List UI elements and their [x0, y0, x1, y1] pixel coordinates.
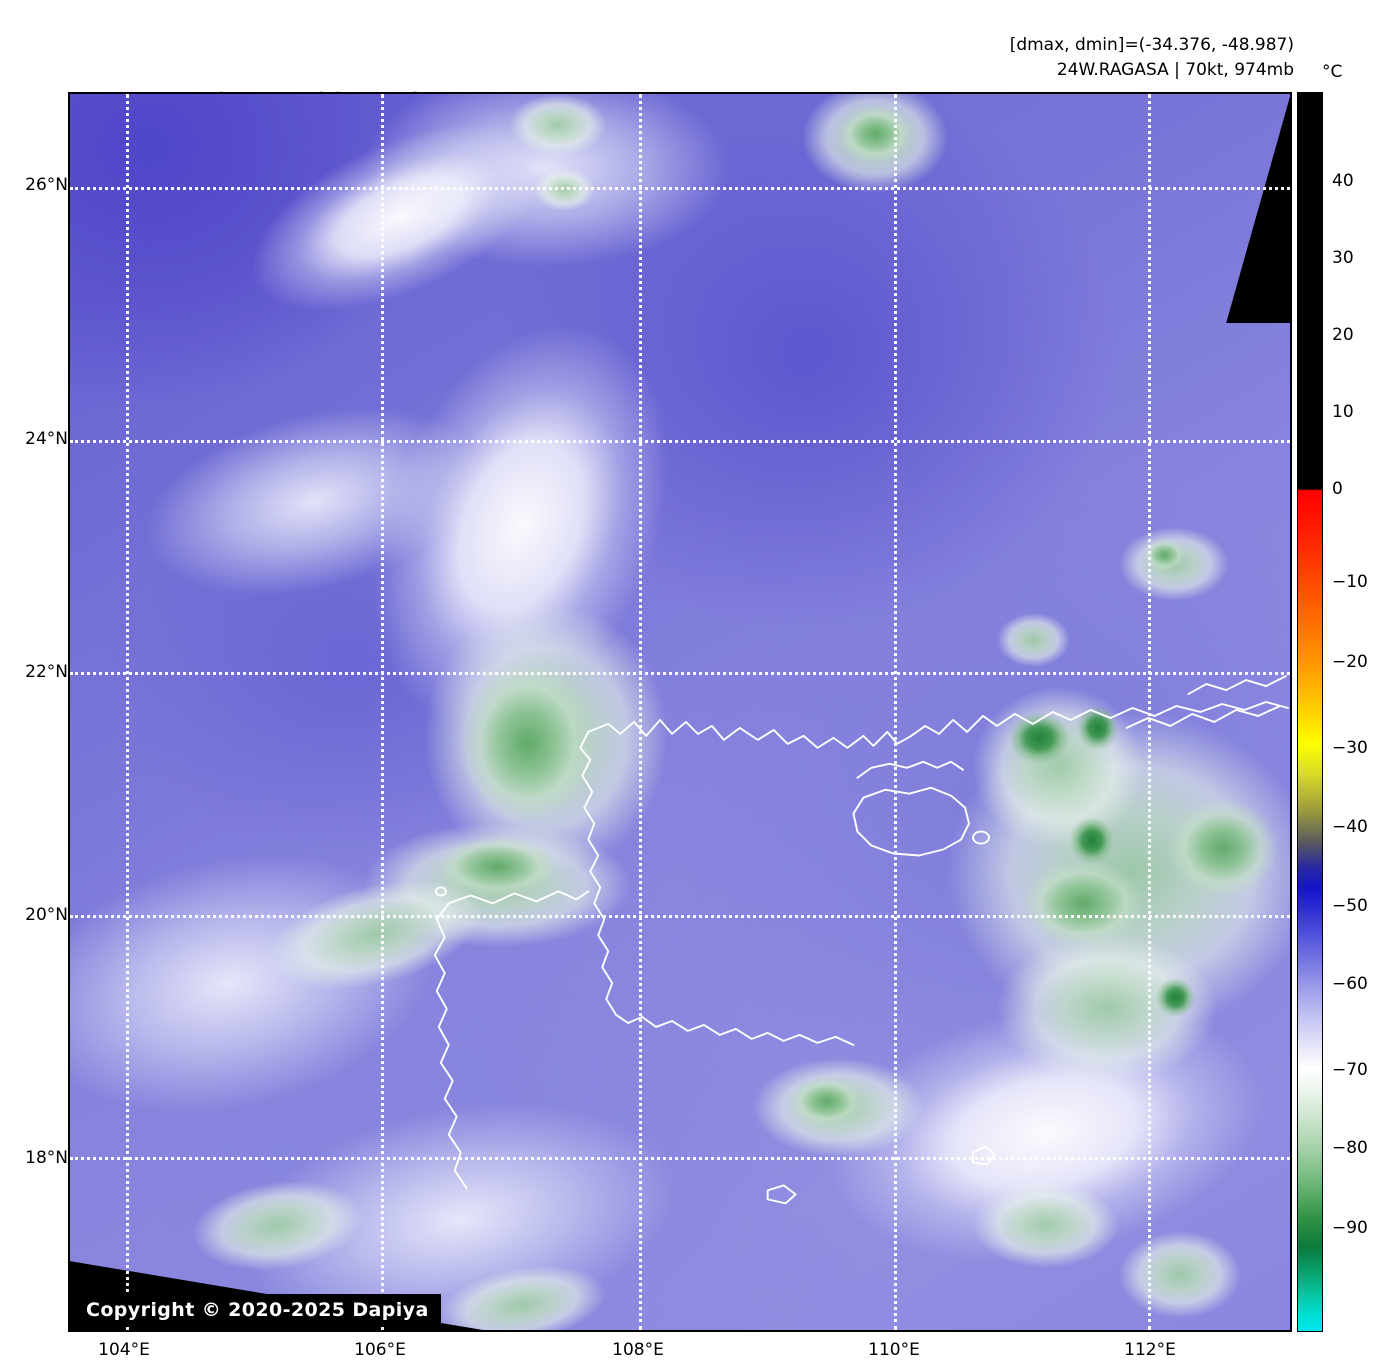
- data-range-text: [dmax, dmin]=(-34.376, -48.987): [1009, 35, 1294, 55]
- colorbar-tick-m40: −40: [1332, 817, 1368, 837]
- convection-north-small: [509, 94, 607, 156]
- coastline-guangdong-far: [1125, 705, 1281, 729]
- colorbar-tick-m30: −30: [1332, 738, 1368, 758]
- island-south-1: [972, 1145, 996, 1166]
- colorbar-tick-m90: −90: [1332, 1218, 1368, 1238]
- coastline-vietnam-south: [615, 1014, 855, 1046]
- colorbar-tick-m70: −70: [1332, 1060, 1368, 1080]
- gridline-lon-104: [126, 94, 130, 1330]
- copyright-banner: Copyright © 2020-2025 Dapiya: [74, 1294, 441, 1327]
- convection-east-small: [997, 613, 1071, 668]
- lon-tick-110: 110°E: [868, 1340, 920, 1360]
- colorbar-tick-m10: −10: [1332, 572, 1368, 592]
- lat-tick-24: 24°N: [25, 429, 68, 449]
- header-metadata: [dmax, dmin]=(-34.376, -48.987) 24W.RAGA…: [1010, 33, 1294, 82]
- gridline-lat-22: [70, 672, 1290, 676]
- convection-hainan-south-core: [1155, 977, 1195, 1018]
- gridline-lon-110: [893, 94, 897, 1330]
- island-hainan-east: [972, 830, 990, 845]
- convection-hainan-core: [1070, 817, 1115, 864]
- gridline-lat-24: [70, 440, 1290, 444]
- colorbar-gradient: [1297, 92, 1323, 1332]
- colorbar-tick-m80: −80: [1332, 1138, 1368, 1158]
- lat-tick-20: 20°N: [25, 905, 68, 925]
- coastline-hainan: [852, 786, 970, 857]
- brightness-temperature-field: [70, 94, 1290, 1330]
- gridline-lon-106: [381, 94, 385, 1330]
- storm-info-text: 24W.RAGASA | 70kt, 974mb: [1056, 59, 1294, 80]
- coastline-overlay: [433, 675, 1289, 1205]
- colorbar-unit-label: °C: [1322, 62, 1343, 82]
- lon-tick-104: 104°E: [98, 1340, 150, 1360]
- colorbar-tick-m60: −60: [1332, 974, 1368, 994]
- gridline-lat-18: [70, 1156, 1290, 1160]
- coastline-vietnam-delta: [433, 902, 468, 1190]
- colorbar-tick-20: 20: [1332, 325, 1354, 345]
- colorbar-tick-m50: −50: [1332, 896, 1368, 916]
- lat-tick-18: 18°N: [25, 1148, 68, 1168]
- coastline-vietnam-inland: [447, 890, 590, 905]
- lon-tick-106: 106°E: [354, 1340, 406, 1360]
- coastline-ne-bay: [1187, 675, 1287, 695]
- satellite-image-plot[interactable]: [68, 92, 1292, 1332]
- convection-south-coast-core: [789, 1076, 863, 1127]
- coastline-guangdong: [910, 701, 1289, 737]
- coastline-leizhou-tip: [856, 760, 965, 779]
- convection-vietnam-core: [460, 662, 595, 824]
- colorbar-tick-40: 40: [1332, 171, 1354, 191]
- colorbar[interactable]: [1297, 92, 1323, 1332]
- convection-southeast-1: [972, 1181, 1120, 1269]
- colorbar-tick-m20: −20: [1332, 652, 1368, 672]
- lat-tick-26: 26°N: [25, 175, 68, 195]
- gridline-lat-26: [70, 186, 1290, 190]
- island-gulf-small: [434, 886, 447, 897]
- gridline-lat-20: [70, 914, 1290, 918]
- convection-ne-core: [838, 106, 912, 162]
- island-south-2: [766, 1184, 797, 1205]
- coastline-north-gulf: [587, 718, 913, 749]
- convection-hainan-mid: [1021, 860, 1144, 947]
- convection-southeast-2: [1119, 1231, 1242, 1318]
- lon-tick-108: 108°E: [612, 1340, 664, 1360]
- convection-north-small-2: [533, 168, 595, 212]
- convection-hainan-east-core: [1168, 798, 1278, 898]
- lon-tick-112: 112°E: [1124, 1340, 1176, 1360]
- gridline-lon-112: [1148, 94, 1152, 1330]
- gridline-lon-108: [638, 94, 642, 1330]
- lat-tick-22: 22°N: [25, 662, 68, 682]
- coastline-vietnam-east: [579, 730, 618, 1016]
- colorbar-tick-10: 10: [1332, 402, 1354, 422]
- colorbar-tick-30: 30: [1332, 248, 1354, 268]
- colorbar-tick-0: 0: [1332, 479, 1343, 499]
